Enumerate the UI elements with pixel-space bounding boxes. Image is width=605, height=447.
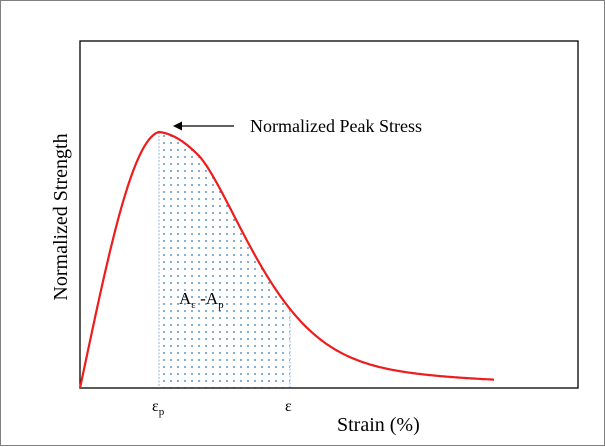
annotation-arrowhead bbox=[173, 121, 182, 131]
area-label: Aε -Ap bbox=[179, 289, 224, 311]
stress-strain-curve bbox=[78, 130, 494, 389]
shaded-area bbox=[159, 132, 290, 388]
x-axis-label: Strain (%) bbox=[337, 414, 420, 436]
eps-tick-label: ε bbox=[285, 398, 292, 415]
y-axis-label: Normalized Strength bbox=[50, 133, 72, 300]
annotation-label: Normalized Peak Stress bbox=[250, 116, 422, 136]
plot-area bbox=[79, 40, 579, 389]
eps-p-tick-label: εp bbox=[152, 398, 165, 418]
